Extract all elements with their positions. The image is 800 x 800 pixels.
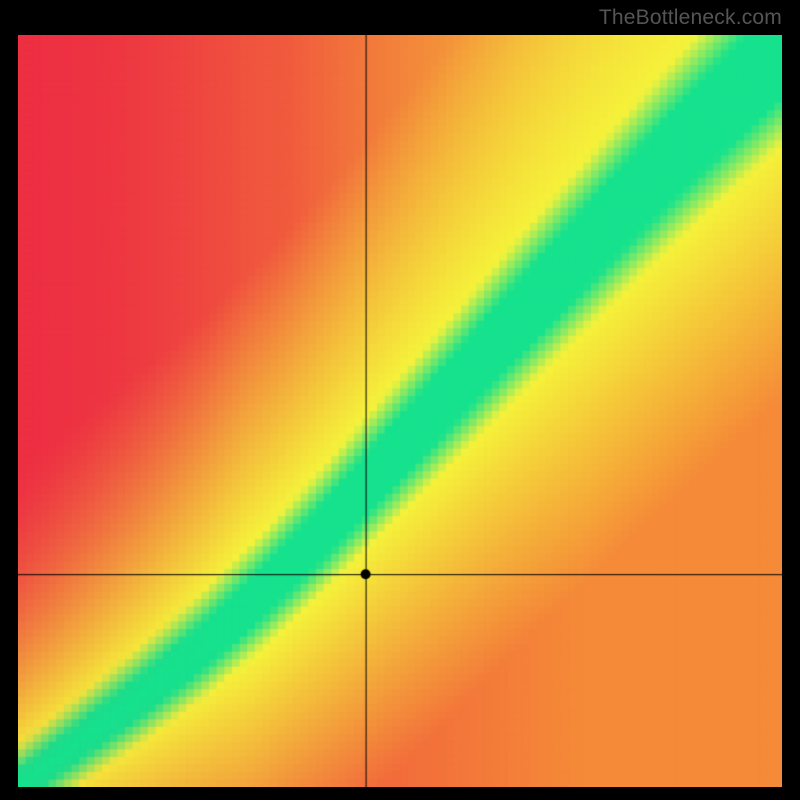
- heatmap-canvas: [18, 35, 782, 787]
- watermark-text: TheBottleneck.com: [599, 6, 782, 30]
- heatmap-plot: [18, 35, 782, 787]
- chart-container: TheBottleneck.com: [0, 0, 800, 800]
